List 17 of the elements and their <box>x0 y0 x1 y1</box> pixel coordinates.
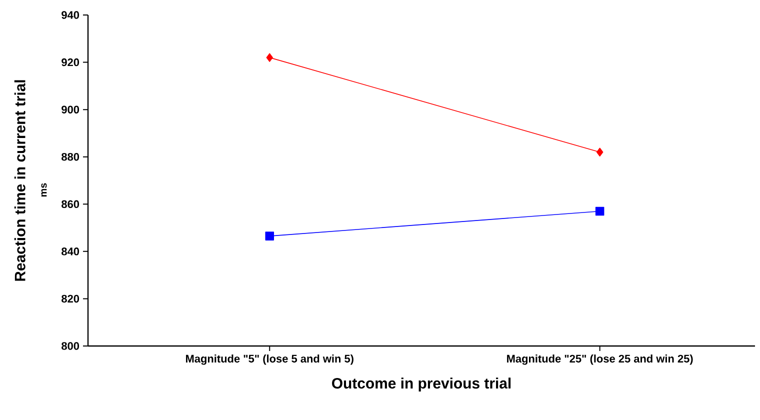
point <box>595 206 604 216</box>
x-tick-label: Magnitude "5" (lose 5 and win 5) <box>186 354 354 365</box>
y-tick-label: 840 <box>62 248 80 256</box>
y-tick-label: 940 <box>62 11 80 19</box>
y-tick-label: 820 <box>62 294 80 303</box>
y-tick-label: 800 <box>62 342 80 350</box>
y-tick-label: 900 <box>62 106 80 114</box>
x-axis-title: Outcome in previous trial <box>332 378 511 392</box>
y-tick-label: 880 <box>62 152 80 161</box>
x-tick-label: Magnitude "25" (lose 25 and win 25) <box>507 354 693 365</box>
point <box>596 148 604 157</box>
y-tick-label: 860 <box>62 200 80 208</box>
point <box>266 53 274 62</box>
y-axis-title: Reaction time in current trial <box>14 80 26 281</box>
point <box>265 232 274 240</box>
text: ms <box>41 183 47 197</box>
y-tick-label: 920 <box>62 58 80 66</box>
